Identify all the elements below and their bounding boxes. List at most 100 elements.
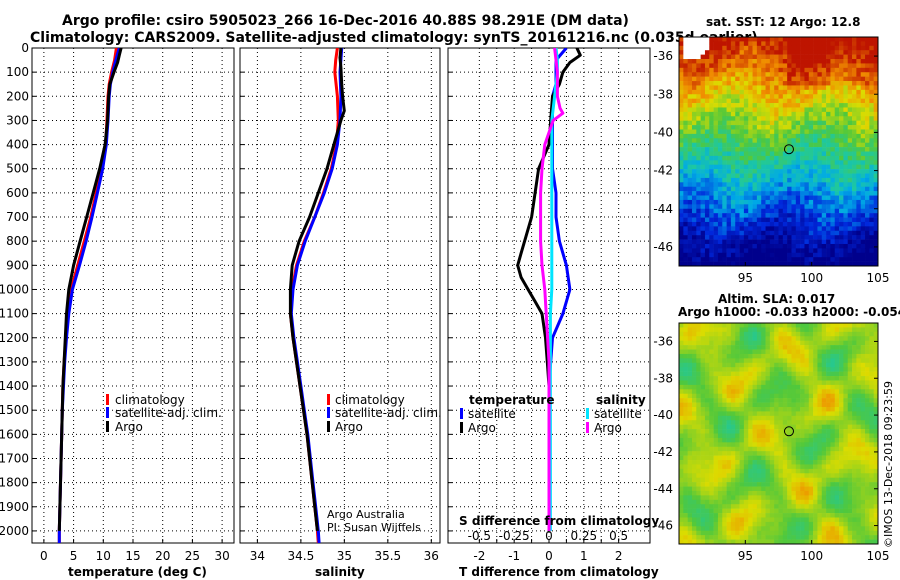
map-cell — [700, 252, 706, 258]
map-cell — [852, 402, 857, 408]
map-cell — [804, 76, 810, 82]
map-cell — [735, 389, 740, 395]
map-cell — [743, 230, 749, 236]
map-cell — [778, 327, 784, 333]
map-cell — [847, 72, 853, 77]
map-cell — [873, 460, 879, 465]
depth-tick-label: 1500 — [0, 403, 29, 417]
map-cell — [869, 67, 874, 73]
map-cell — [778, 125, 784, 130]
map-cell — [748, 169, 753, 174]
map-cell — [834, 539, 840, 545]
map-cell — [717, 327, 723, 333]
map-cell — [808, 103, 814, 108]
map-cell — [856, 173, 861, 179]
map-cell — [704, 486, 710, 492]
map-cell — [787, 398, 792, 403]
map-cell — [839, 204, 844, 210]
map-cell — [717, 147, 723, 152]
map-cell — [813, 393, 818, 399]
map-cell — [787, 513, 792, 518]
map-cell — [717, 213, 723, 218]
map-cell — [839, 495, 844, 501]
map-cell — [826, 358, 831, 364]
map-cell — [774, 353, 779, 359]
map-cell — [713, 235, 719, 240]
map-cell — [713, 208, 719, 214]
map-cell — [691, 208, 697, 214]
map-cell — [761, 429, 766, 434]
map-cell — [696, 517, 701, 523]
map-cell — [856, 451, 861, 456]
map-cell — [795, 362, 801, 368]
map-cell — [869, 384, 874, 390]
map-cell — [869, 54, 874, 60]
map-cell — [852, 415, 857, 421]
map-cell — [804, 63, 810, 69]
map-cell — [691, 63, 697, 69]
map-cell — [709, 362, 714, 368]
map-cell — [704, 517, 710, 523]
map-cell — [856, 116, 861, 121]
map-cell — [743, 173, 749, 179]
map-cell — [860, 85, 866, 91]
map-cell — [713, 406, 719, 412]
map-cell — [873, 94, 879, 99]
map-cell — [713, 455, 719, 461]
map-cell — [795, 182, 801, 188]
map-cell — [821, 393, 827, 399]
map-cell — [800, 45, 805, 51]
map-cell — [713, 526, 719, 532]
map-cell — [700, 204, 706, 210]
map-cell — [765, 486, 771, 492]
map-cell — [834, 353, 840, 359]
map-cell — [730, 169, 736, 174]
map-cell — [743, 420, 749, 425]
map-cell — [691, 437, 697, 443]
map-cell — [765, 243, 771, 249]
map-cell — [869, 217, 874, 223]
map-cell — [839, 76, 844, 82]
map-cell — [761, 323, 766, 328]
map-cell — [713, 89, 719, 95]
map-cell — [813, 41, 818, 47]
map-cell — [748, 235, 753, 240]
map-cell — [756, 455, 762, 461]
map-cell — [709, 486, 714, 492]
map-cell — [761, 195, 766, 201]
map-cell — [834, 230, 840, 236]
map-cell — [722, 111, 727, 117]
map-cell — [830, 111, 836, 117]
map-cell — [717, 420, 723, 425]
map-cell — [696, 442, 701, 448]
sla-map: 95 100 105-36-38-40-42-44-46 — [653, 322, 889, 563]
map-cell — [778, 160, 784, 166]
difference-series-salinity-argo — [539, 48, 565, 531]
map-cell — [852, 164, 857, 170]
map-cell — [817, 367, 823, 372]
map-cell — [774, 415, 779, 421]
map-cell — [769, 72, 775, 77]
map-cell — [847, 473, 853, 478]
map-cell — [821, 155, 827, 161]
map-cell — [787, 37, 792, 42]
map-cell — [860, 208, 866, 214]
map-cell — [722, 72, 727, 77]
map-cell — [735, 133, 740, 139]
map-cell — [726, 54, 732, 60]
map-cell — [804, 460, 810, 465]
map-cell — [869, 107, 874, 113]
map-cell — [856, 252, 861, 258]
depth-tick-label: 200 — [6, 89, 29, 103]
map-cell — [834, 213, 840, 218]
map-cell — [856, 486, 861, 492]
map-cell — [717, 490, 723, 496]
map-cell — [700, 468, 706, 474]
map-cell — [865, 393, 870, 399]
map-cell — [852, 442, 857, 448]
map-cell — [700, 72, 706, 77]
map-cell — [709, 120, 714, 126]
map-cell — [722, 495, 727, 501]
map-cell — [765, 59, 771, 64]
map-cell — [756, 160, 762, 166]
